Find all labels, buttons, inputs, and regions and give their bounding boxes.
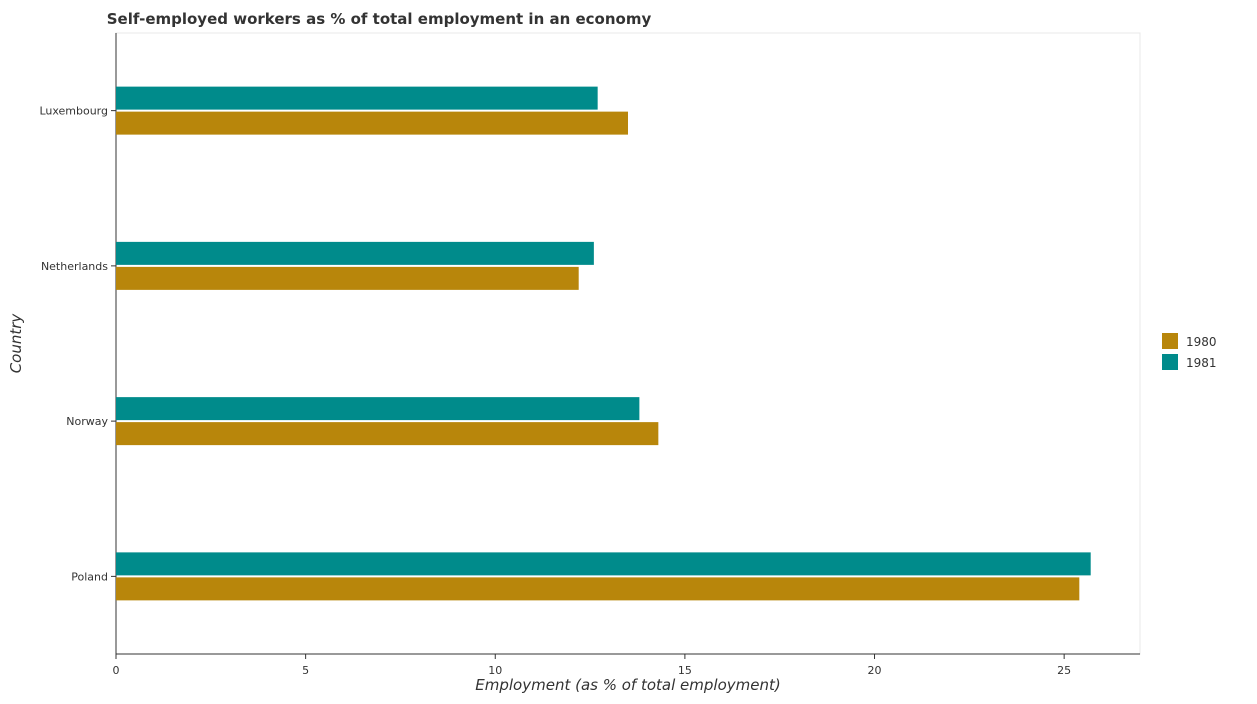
bar-luxembourg-1981 [116,86,598,110]
y-tick-label: Poland [71,570,108,583]
x-tick-label: 0 [113,664,120,677]
y-tick-label: Luxembourg [39,105,108,118]
bar-poland-1980 [116,577,1080,601]
legend-swatch-1980 [1162,333,1178,349]
bar-norway-1980 [116,422,659,446]
x-tick-label: 5 [302,664,309,677]
bar-netherlands-1980 [116,266,579,290]
bar-norway-1981 [116,397,640,421]
legend: 1980 1981 [1162,333,1217,370]
x-ticks-group: 0 5 10 15 20 25 [113,654,1071,677]
bar-poland-1981 [116,552,1091,576]
x-tick-label: 15 [678,664,692,677]
y-ticks-group: Luxembourg Netherlands Norway Poland [39,105,116,583]
bar-luxembourg-1980 [116,111,628,135]
y-tick-label: Netherlands [41,260,108,273]
x-tick-label: 20 [868,664,882,677]
bars-group [116,86,1091,601]
chart-title: Self-employed workers as % of total empl… [107,10,652,28]
x-axis-title: Employment (as % of total employment) [475,676,780,694]
legend-label-1981: 1981 [1186,356,1217,370]
x-tick-label: 25 [1057,664,1071,677]
y-tick-label: Norway [66,415,108,428]
legend-swatch-1981 [1162,354,1178,370]
bar-netherlands-1981 [116,241,594,265]
y-axis-title: Country [7,313,25,374]
x-tick-label: 10 [488,664,502,677]
legend-label-1980: 1980 [1186,335,1217,349]
